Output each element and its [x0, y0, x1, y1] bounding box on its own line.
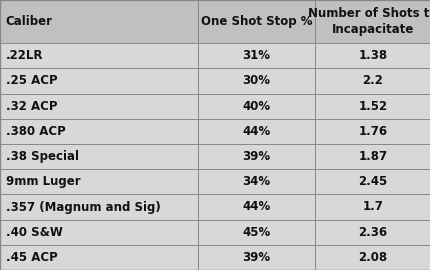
Text: 1.76: 1.76 [357, 125, 387, 138]
Bar [0, 94, 198, 119]
Bar [314, 68, 430, 94]
Bar [314, 119, 430, 144]
Bar [198, 245, 314, 270]
Text: .25 ACP: .25 ACP [6, 75, 57, 87]
Text: .45 ACP: .45 ACP [6, 251, 57, 264]
Text: 39%: 39% [242, 150, 270, 163]
Bar [198, 144, 314, 169]
Bar [314, 144, 430, 169]
Bar [198, 194, 314, 220]
Text: 2.2: 2.2 [362, 75, 382, 87]
Bar [198, 94, 314, 119]
Text: 39%: 39% [242, 251, 270, 264]
Text: 44%: 44% [242, 125, 270, 138]
Bar [314, 94, 430, 119]
Bar [198, 119, 314, 144]
Text: 44%: 44% [242, 201, 270, 214]
Text: .40 S&W: .40 S&W [6, 226, 62, 239]
Bar [0, 194, 198, 220]
Bar [314, 220, 430, 245]
Text: .22LR: .22LR [6, 49, 43, 62]
Text: Number of Shots to
Incapacitate: Number of Shots to Incapacitate [307, 7, 430, 36]
Bar [198, 169, 314, 194]
Bar [0, 144, 198, 169]
Text: 1.52: 1.52 [357, 100, 387, 113]
Text: 45%: 45% [242, 226, 270, 239]
Text: One Shot Stop %: One Shot Stop % [200, 15, 311, 28]
Text: 34%: 34% [242, 175, 270, 188]
Bar [314, 0, 430, 43]
Bar [314, 43, 430, 68]
Bar [0, 220, 198, 245]
Bar [0, 0, 198, 43]
Text: 40%: 40% [242, 100, 270, 113]
Text: 30%: 30% [242, 75, 270, 87]
Bar [198, 43, 314, 68]
Bar [0, 43, 198, 68]
Bar [0, 245, 198, 270]
Bar [198, 220, 314, 245]
Bar [314, 169, 430, 194]
Bar [0, 68, 198, 94]
Text: .380 ACP: .380 ACP [6, 125, 65, 138]
Text: 2.36: 2.36 [357, 226, 387, 239]
Bar [314, 245, 430, 270]
Text: .357 (Magnum and Sig): .357 (Magnum and Sig) [6, 201, 160, 214]
Text: .32 ACP: .32 ACP [6, 100, 57, 113]
Text: 1.87: 1.87 [357, 150, 387, 163]
Bar [0, 169, 198, 194]
Text: 9mm Luger: 9mm Luger [6, 175, 80, 188]
Text: 1.38: 1.38 [357, 49, 387, 62]
Text: 2.08: 2.08 [357, 251, 387, 264]
Bar [314, 194, 430, 220]
Bar [198, 0, 314, 43]
Text: 31%: 31% [242, 49, 270, 62]
Text: Caliber: Caliber [6, 15, 52, 28]
Bar [198, 68, 314, 94]
Text: 1.7: 1.7 [362, 201, 382, 214]
Text: .38 Special: .38 Special [6, 150, 78, 163]
Text: 2.45: 2.45 [357, 175, 387, 188]
Bar [0, 119, 198, 144]
